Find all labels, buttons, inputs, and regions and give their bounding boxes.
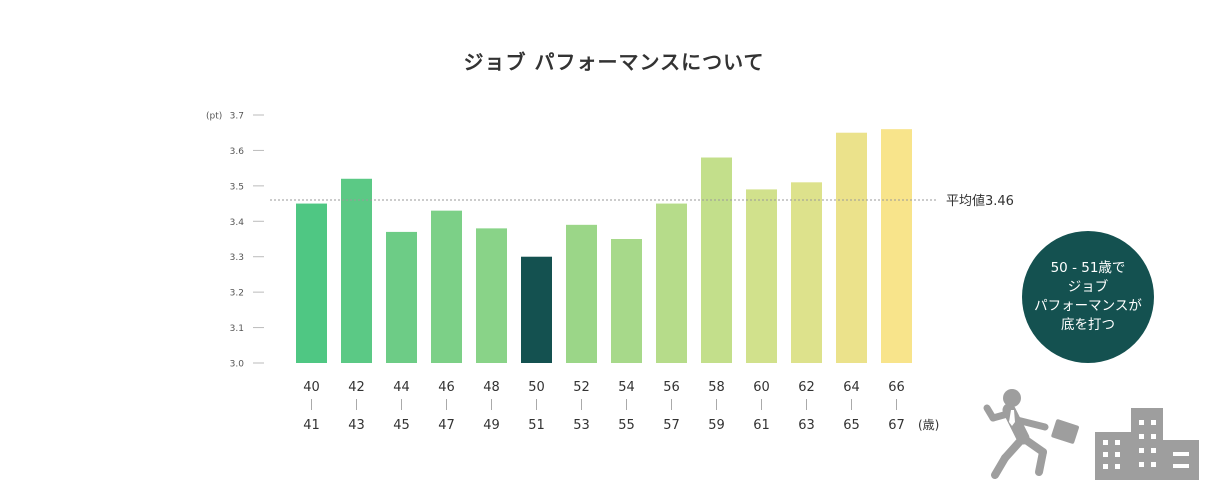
badge-line: パフォーマンスが xyxy=(1034,298,1142,314)
x-axis-labels: 40 41 42 43 44 45 46 47 48 49 50 51 52 53 54 55 56 57 58 59… xyxy=(303,380,939,433)
x-tick-label-top: 54 xyxy=(618,380,635,395)
x-tick-label-bottom: 47 xyxy=(438,418,455,433)
x-tick-label-top: 40 xyxy=(303,380,320,395)
x-tick-label-bottom: 51 xyxy=(528,418,545,433)
badge-line: 底を打つ xyxy=(1061,317,1115,333)
badge-line: 50 - 51歳で xyxy=(1050,260,1126,276)
bar xyxy=(296,203,327,363)
building-icon xyxy=(1095,408,1199,480)
bar xyxy=(386,231,417,363)
average-line-group: 平均値3.46 xyxy=(270,193,1014,209)
bar xyxy=(566,224,597,363)
x-tick-label-top: 60 xyxy=(753,380,770,395)
y-axis: (pt) 3.0 3.1 3.2 3.3 3.4 3.5 3.6 3.7 xyxy=(206,112,264,370)
x-tick-label-bottom: 43 xyxy=(348,418,365,433)
y-tick-label: 3.5 xyxy=(230,182,244,192)
x-tick-label-bottom: 67 xyxy=(888,418,905,433)
x-tick-label-bottom: 55 xyxy=(618,418,635,433)
y-tick-label: 3.1 xyxy=(230,324,244,334)
bar xyxy=(791,182,822,363)
x-axis-unit: (歳) xyxy=(918,418,939,432)
y-axis-unit: (pt) xyxy=(206,112,222,122)
x-tick-label-bottom: 57 xyxy=(663,418,680,433)
y-tick-label: 3.6 xyxy=(230,147,245,157)
x-tick-label-top: 64 xyxy=(843,380,860,395)
x-tick-label-bottom: 41 xyxy=(303,418,320,433)
x-tick-label-top: 58 xyxy=(708,380,725,395)
x-tick-label-top: 48 xyxy=(483,380,500,395)
x-tick-label-bottom: 45 xyxy=(393,418,410,433)
x-tick-label-top: 42 xyxy=(348,380,365,395)
x-tick-label-top: 52 xyxy=(573,380,590,395)
running-businessman-icon xyxy=(983,389,1079,479)
x-tick-label-bottom: 59 xyxy=(708,418,725,433)
x-tick-label-bottom: 65 xyxy=(843,418,860,433)
bar xyxy=(431,210,462,363)
x-tick-label-top: 62 xyxy=(798,380,815,395)
y-tick-label: 3.0 xyxy=(230,360,245,370)
x-tick-label-top: 56 xyxy=(663,380,680,395)
illustration xyxy=(983,389,1199,480)
y-tick-label: 3.7 xyxy=(230,112,244,122)
bar xyxy=(656,203,687,363)
x-tick-label-bottom: 49 xyxy=(483,418,500,433)
bar xyxy=(836,132,867,363)
bar xyxy=(521,256,552,363)
badge-line: ジョブ xyxy=(1067,279,1109,295)
x-tick-label-top: 66 xyxy=(888,380,905,395)
bar xyxy=(701,157,732,363)
callout-badge: 50 - 51歳で ジョブ パフォーマンスが 底を打つ xyxy=(1022,231,1154,363)
x-tick-label-top: 46 xyxy=(438,380,455,395)
bar xyxy=(476,228,507,363)
y-tick-label: 3.2 xyxy=(230,289,244,299)
x-tick-label-top: 44 xyxy=(393,380,410,395)
y-tick-label: 3.4 xyxy=(230,218,245,228)
x-tick-label-bottom: 63 xyxy=(798,418,815,433)
bar xyxy=(341,178,372,363)
bars xyxy=(296,129,912,363)
bar xyxy=(611,239,642,363)
x-tick-label-bottom: 53 xyxy=(573,418,590,433)
x-tick-label-bottom: 61 xyxy=(753,418,770,433)
average-label: 平均値3.46 xyxy=(946,193,1014,209)
y-tick-label: 3.3 xyxy=(230,253,244,263)
bar xyxy=(746,189,777,363)
x-tick-label-top: 50 xyxy=(528,380,545,395)
bar xyxy=(881,129,912,363)
chart-title: ジョブ パフォーマンスについて xyxy=(463,50,765,74)
